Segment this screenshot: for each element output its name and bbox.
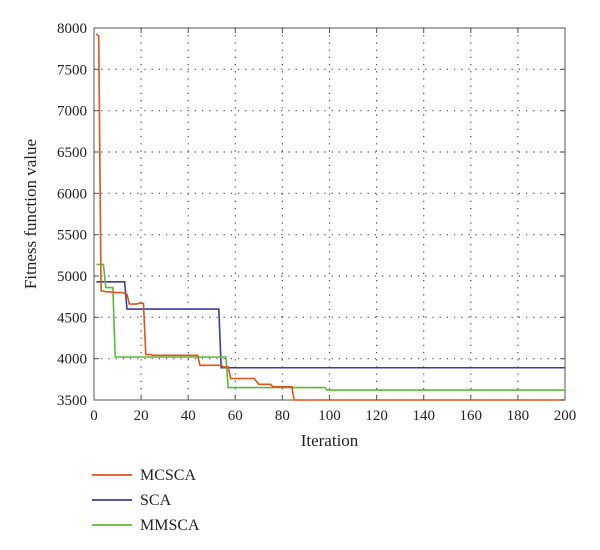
series-lines (95, 33, 565, 401)
x-tick-label: 0 (90, 408, 98, 424)
x-tick-label: 60 (228, 408, 243, 424)
x-tick-label: 80 (275, 408, 290, 424)
x-tick-label: 40 (181, 408, 196, 424)
y-tick-label: 8000 (57, 21, 87, 37)
y-tick-label: 6500 (57, 145, 87, 161)
x-tick-label: 120 (365, 408, 388, 424)
legend-label-mcsca: MCSCA (140, 467, 196, 484)
y-tick-label: 7500 (57, 62, 87, 78)
x-axis-ticks: 0 20 40 60 80 100 120 140 160 180 200 (90, 28, 576, 424)
y-tick-label: 5000 (57, 269, 87, 285)
y-tick-label: 3500 (57, 393, 87, 409)
y-tick-label: 7000 (57, 104, 87, 120)
x-axis-title: Iteration (301, 431, 359, 450)
legend: MCSCA SCA MMSCA (92, 467, 200, 534)
x-tick-label: 100 (318, 408, 341, 424)
legend-label-mmsca: MMSCA (140, 517, 200, 534)
y-tick-label: 4500 (57, 310, 87, 326)
x-tick-label: 140 (412, 408, 435, 424)
plot-area (93, 27, 566, 401)
y-tick-label: 6000 (57, 186, 87, 202)
series-line-mcsca (95, 33, 565, 401)
y-tick-label: 5500 (57, 228, 87, 244)
grid-lines (94, 28, 565, 400)
series-line-sca (96, 280, 565, 369)
x-tick-label: 200 (554, 408, 577, 424)
series-line-mmsca (96, 263, 565, 391)
x-tick-label: 160 (460, 408, 483, 424)
y-axis-title: Fitness function value (21, 139, 40, 289)
y-axis-ticks: 3500 4000 4500 5000 5500 6000 6500 7000 7500 8000 (57, 21, 565, 409)
x-tick-label: 20 (134, 408, 149, 424)
y-tick-label: 4000 (57, 352, 87, 368)
x-tick-label: 180 (507, 408, 530, 424)
legend-label-sca: SCA (140, 492, 172, 509)
